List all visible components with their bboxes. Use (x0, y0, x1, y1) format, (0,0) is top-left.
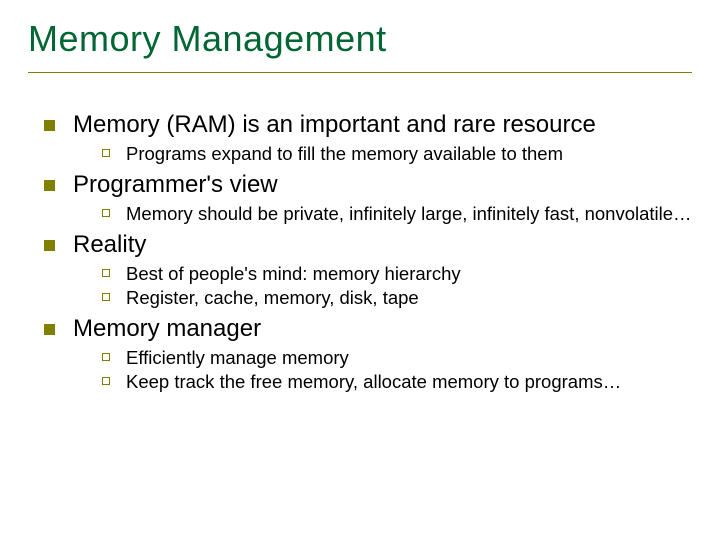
bullet-level2: Register, cache, memory, disk, tape (102, 286, 692, 309)
level1-text: Reality (73, 231, 146, 260)
square-bullet-icon (44, 120, 55, 131)
slide-title: Memory Management (28, 18, 692, 60)
square-outline-bullet-icon (102, 149, 110, 157)
bullet-level2: Best of people's mind: memory hierarchy (102, 262, 692, 285)
level2-text: Memory should be private, infinitely lar… (126, 202, 692, 225)
square-outline-bullet-icon (102, 293, 110, 301)
level2-text: Programs expand to fill the memory avail… (126, 142, 563, 165)
level2-text: Efficiently manage memory (126, 346, 349, 369)
level1-text: Memory manager (73, 315, 261, 344)
square-outline-bullet-icon (102, 269, 110, 277)
square-outline-bullet-icon (102, 377, 110, 385)
level2-group: Memory should be private, infinitely lar… (44, 202, 692, 225)
title-rule-wrap: Memory Management (28, 18, 692, 73)
bullet-level2: Programs expand to fill the memory avail… (102, 142, 692, 165)
bullet-level1: Reality (44, 231, 692, 260)
level2-text: Best of people's mind: memory hierarchy (126, 262, 461, 285)
bullet-level2: Memory should be private, infinitely lar… (102, 202, 692, 225)
square-bullet-icon (44, 240, 55, 251)
level2-group: Best of people's mind: memory hierarchy … (44, 262, 692, 309)
level1-text: Programmer's view (73, 171, 278, 200)
square-bullet-icon (44, 324, 55, 335)
level2-group: Efficiently manage memory Keep track the… (44, 346, 692, 393)
bullet-level2: Keep track the free memory, allocate mem… (102, 370, 692, 393)
level2-group: Programs expand to fill the memory avail… (44, 142, 692, 165)
bullet-level2: Efficiently manage memory (102, 346, 692, 369)
bullet-level1: Memory manager (44, 315, 692, 344)
bullet-level1: Programmer's view (44, 171, 692, 200)
level2-text: Keep track the free memory, allocate mem… (126, 370, 621, 393)
square-outline-bullet-icon (102, 353, 110, 361)
square-outline-bullet-icon (102, 209, 110, 217)
square-bullet-icon (44, 180, 55, 191)
bullet-level1: Memory (RAM) is an important and rare re… (44, 111, 692, 140)
slide-content: Memory (RAM) is an important and rare re… (28, 111, 692, 393)
slide-container: Memory Management Memory (RAM) is an imp… (0, 0, 720, 540)
level1-text: Memory (RAM) is an important and rare re… (73, 111, 596, 140)
level2-text: Register, cache, memory, disk, tape (126, 286, 419, 309)
